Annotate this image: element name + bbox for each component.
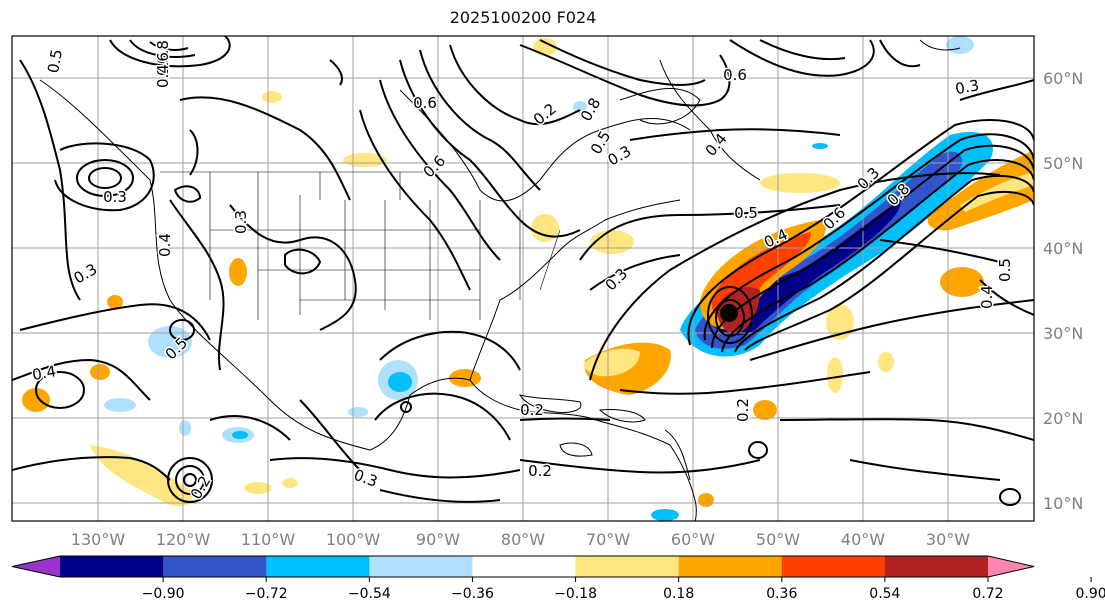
colorbar-tick-label: −0.36 bbox=[451, 586, 494, 602]
colorbar-segment bbox=[163, 556, 267, 577]
contour-label: 0.4 bbox=[978, 285, 996, 309]
contour-label: 0.6 bbox=[723, 66, 747, 84]
contour-label: 0.6 bbox=[413, 94, 437, 112]
longitude-labels: 130°W 120°W 110°W 100°W 90°W 80°W 70°W 6… bbox=[71, 530, 970, 549]
lat-label: 20°N bbox=[1043, 409, 1083, 428]
lat-label: 30°N bbox=[1043, 324, 1083, 343]
colorbar-segment bbox=[472, 556, 577, 577]
colorbar-segment bbox=[884, 556, 989, 577]
lon-label: 60°W bbox=[671, 530, 715, 549]
colorbar-segment bbox=[60, 556, 164, 577]
contour-label: 0.2 bbox=[520, 401, 544, 419]
colorbar-tick-label: 0.18 bbox=[663, 586, 694, 602]
lon-label: 30°W bbox=[926, 530, 970, 549]
lon-label: 40°W bbox=[841, 530, 885, 549]
lon-label: 110°W bbox=[241, 530, 296, 549]
colorbar-tick-label: 0.54 bbox=[869, 586, 900, 602]
map-frame bbox=[11, 35, 1035, 522]
colorbar-outline bbox=[11, 555, 1035, 578]
lon-label: 70°W bbox=[586, 530, 630, 549]
colorbar-tick-label: 0.72 bbox=[972, 586, 1003, 602]
contour-label: 0.6 bbox=[154, 52, 172, 76]
contour-label: 0.3 bbox=[103, 188, 127, 206]
contour-label: 0.5 bbox=[996, 258, 1014, 282]
contour-label: 0.2 bbox=[528, 462, 552, 480]
colorbar-extend-low bbox=[12, 556, 60, 577]
contour-labels: 0.80.60.40.50.6 0.2 0.80.50.30.60.30.30.30… bbox=[29, 39, 1015, 504]
colorbar-tick-label: 0.36 bbox=[766, 586, 797, 602]
colorbar-segment bbox=[678, 556, 783, 577]
latitude-labels: 60°N 50°N 40°N 30°N 20°N 10°N bbox=[1043, 69, 1083, 513]
colorbar-segment bbox=[781, 556, 886, 577]
colorbar-segment bbox=[266, 556, 370, 577]
colorbar-tick-label: −0.54 bbox=[348, 586, 391, 602]
contour-lines bbox=[12, 36, 1034, 506]
lon-label: 80°W bbox=[501, 530, 545, 549]
contour-label: 0.3 bbox=[232, 210, 250, 234]
contour-label: 0.4 bbox=[156, 233, 174, 257]
lat-label: 40°N bbox=[1043, 239, 1083, 258]
lon-label: 90°W bbox=[416, 530, 460, 549]
colorbar-segment bbox=[369, 556, 473, 577]
contour-label: 0.2 bbox=[734, 398, 752, 422]
lon-label: 130°W bbox=[71, 530, 126, 549]
lon-label: 50°W bbox=[756, 530, 800, 549]
colorbar-tick-label: 0.90 bbox=[1076, 586, 1105, 602]
contour-label: 0.4 bbox=[154, 64, 172, 88]
lat-label: 60°N bbox=[1043, 69, 1083, 88]
storm-center-marker bbox=[720, 304, 738, 322]
colorbar-segment bbox=[575, 556, 680, 577]
colorbar-tick-label: −0.90 bbox=[142, 586, 185, 602]
lon-label: 100°W bbox=[326, 530, 381, 549]
lon-label: 120°W bbox=[156, 530, 211, 549]
colorbar: −0.90 −0.72 −0.54 −0.36 −0.18 0.18 0.36 0.54 0.7… bbox=[11, 555, 1105, 602]
contour-label: 0.8 bbox=[154, 40, 172, 64]
colorbar-tick-label: −0.18 bbox=[554, 586, 597, 602]
lat-label: 50°N bbox=[1043, 154, 1083, 173]
contour-label: 0.5 bbox=[734, 204, 758, 222]
lat-label: 10°N bbox=[1043, 494, 1083, 513]
map-title: 2025100200 F024 bbox=[449, 8, 597, 27]
colorbar-tick-label: −0.72 bbox=[245, 586, 288, 602]
colorbar-extend-high bbox=[988, 556, 1034, 577]
